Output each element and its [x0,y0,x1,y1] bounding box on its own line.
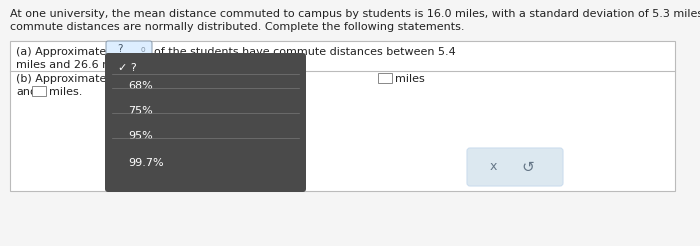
Text: x: x [489,160,497,173]
Text: commute distances are normally distributed. Complete the following statements.: commute distances are normally distribut… [10,22,465,32]
Text: ✓ ?: ✓ ? [118,63,136,73]
Bar [10,41,675,191]
Text: 68%: 68% [128,81,153,91]
Text: miles and 26.6 mile: miles and 26.6 mile [16,60,126,70]
Text: of the students have commute distances between 5.4: of the students have commute distances b… [154,47,456,57]
FancyBboxPatch shape [105,53,306,192]
FancyBboxPatch shape [106,41,152,58]
Bar [378,73,392,83]
Bar [32,86,46,96]
Text: ?: ? [117,45,122,55]
Text: At one university, the mean distance commuted to campus by students is 16.0 mile: At one university, the mean distance com… [10,9,700,19]
Bar [107,73,121,83]
Text: miles: miles [395,74,425,84]
Text: miles.: miles. [49,87,83,97]
Text: 75%: 75% [128,106,153,116]
Text: (a) Approximately: (a) Approximately [16,47,116,57]
Text: 95%: 95% [128,131,153,141]
FancyBboxPatch shape [467,148,563,186]
Text: o: o [141,45,146,54]
Text: 99.7%: 99.7% [128,158,164,168]
Text: (b) Approximately: (b) Approximately [16,74,116,84]
Text: and: and [16,87,37,97]
Text: te distances between: te distances between [125,74,244,84]
Text: ↺: ↺ [522,159,534,174]
